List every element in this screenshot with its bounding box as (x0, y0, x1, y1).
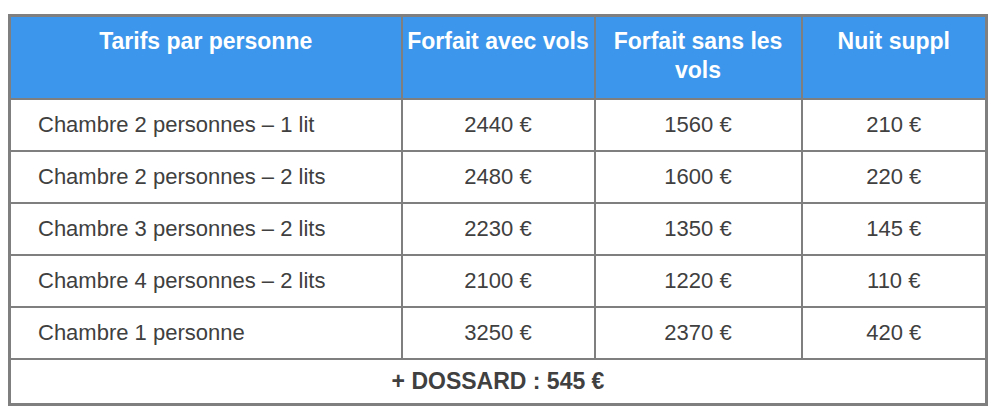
header-cell-forfait-avec-vols: Forfait avec vols (402, 16, 595, 99)
header-cell-forfait-sans-les-vols: Forfait sans les vols (595, 16, 802, 99)
table-row: Chambre 2 personnes – 2 lits 2480 € 1600… (10, 151, 987, 203)
pricing-table: Tarifs par personne Forfait avec vols Fo… (8, 14, 988, 406)
row-label: Chambre 1 personne (10, 307, 402, 359)
price-sans-vols: 2370 € (595, 307, 802, 359)
price-avec-vols: 2100 € (402, 255, 595, 307)
table-header-row: Tarifs par personne Forfait avec vols Fo… (10, 16, 987, 99)
price-nuit-suppl: 420 € (802, 307, 987, 359)
table-row: Chambre 1 personne 3250 € 2370 € 420 € (10, 307, 987, 359)
page: Tarifs par personne Forfait avec vols Fo… (0, 0, 991, 412)
table-row: Chambre 3 personnes – 2 lits 2230 € 1350… (10, 203, 987, 255)
table-footer-row: + DOSSARD : 545 € (10, 359, 987, 405)
row-label: Chambre 2 personnes – 1 lit (10, 99, 402, 151)
price-nuit-suppl: 220 € (802, 151, 987, 203)
price-sans-vols: 1350 € (595, 203, 802, 255)
price-nuit-suppl: 145 € (802, 203, 987, 255)
header-cell-nuit-suppl: Nuit suppl (802, 16, 987, 99)
price-sans-vols: 1600 € (595, 151, 802, 203)
price-avec-vols: 2230 € (402, 203, 595, 255)
row-label: Chambre 3 personnes – 2 lits (10, 203, 402, 255)
table-row: Chambre 4 personnes – 2 lits 2100 € 1220… (10, 255, 987, 307)
table-row: Chambre 2 personnes – 1 lit 2440 € 1560 … (10, 99, 987, 151)
price-avec-vols: 2440 € (402, 99, 595, 151)
price-sans-vols: 1220 € (595, 255, 802, 307)
price-nuit-suppl: 110 € (802, 255, 987, 307)
price-sans-vols: 1560 € (595, 99, 802, 151)
price-avec-vols: 3250 € (402, 307, 595, 359)
row-label: Chambre 4 personnes – 2 lits (10, 255, 402, 307)
price-avec-vols: 2480 € (402, 151, 595, 203)
dossard-note: + DOSSARD : 545 € (10, 359, 987, 405)
header-cell-tarifs-par-personne: Tarifs par personne (10, 16, 402, 99)
row-label: Chambre 2 personnes – 2 lits (10, 151, 402, 203)
price-nuit-suppl: 210 € (802, 99, 987, 151)
